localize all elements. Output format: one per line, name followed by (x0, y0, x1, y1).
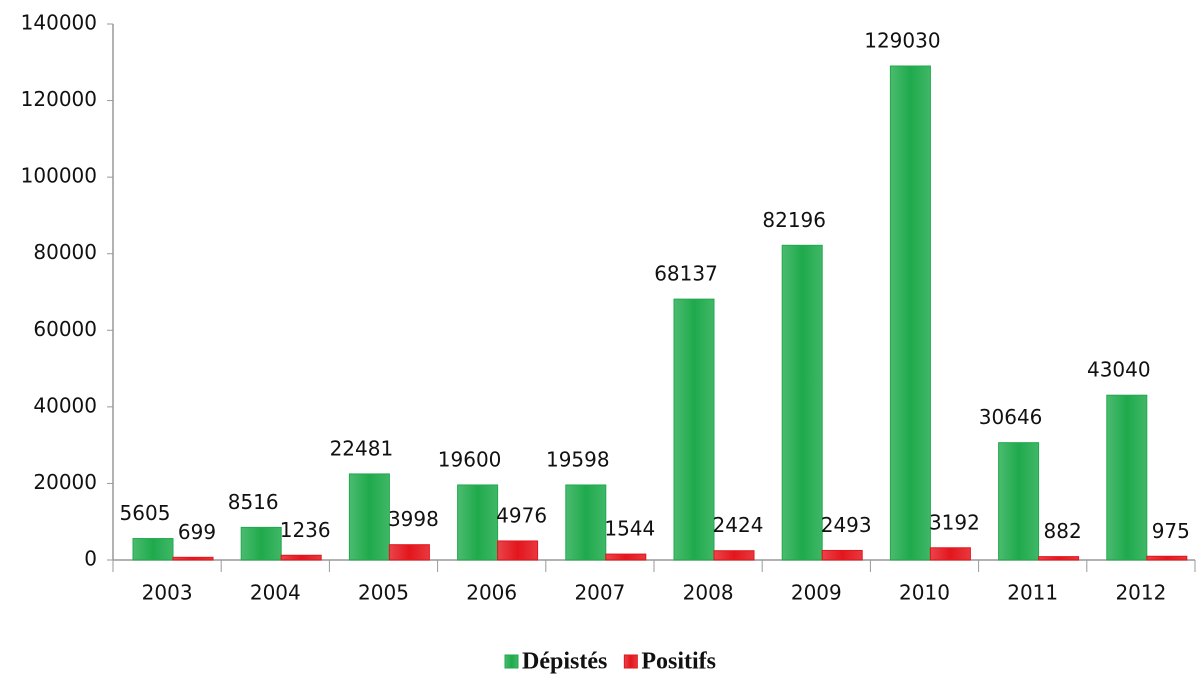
legend-label: Dépistés (522, 649, 607, 675)
bar (240, 526, 282, 561)
data-label: 975 (1152, 519, 1190, 543)
bar (1146, 555, 1188, 561)
bar (280, 554, 322, 561)
bar (388, 544, 430, 561)
legend-label: Positifs (641, 649, 716, 675)
data-label: 2424 (713, 513, 764, 537)
y-tick-label: 40000 (33, 393, 97, 417)
data-label: 82196 (762, 208, 826, 232)
data-label: 3192 (929, 510, 980, 534)
data-label: 1236 (280, 518, 331, 542)
legend: Dépistés Positifs (504, 649, 716, 675)
legend-swatch (623, 654, 638, 669)
bar (457, 484, 499, 561)
bar (998, 442, 1040, 561)
data-label: 8516 (228, 490, 279, 514)
y-tick-label: 20000 (33, 470, 97, 494)
legend-swatch (504, 654, 519, 669)
x-tick-label: 2012 (1115, 581, 1166, 605)
bar (713, 550, 755, 561)
bar (781, 244, 823, 561)
data-label: 5605 (120, 501, 171, 525)
bar (673, 298, 715, 561)
y-tick-label: 0 (84, 547, 97, 571)
x-tick-label: 2011 (1007, 581, 1058, 605)
data-label: 2493 (821, 513, 872, 537)
data-label: 129030 (864, 28, 940, 52)
bar (821, 549, 863, 561)
data-label: 882 (1044, 519, 1082, 543)
bar (172, 556, 214, 561)
x-tick-label: 2004 (250, 581, 301, 605)
x-tick-label: 2007 (574, 581, 625, 605)
data-label: 30646 (979, 405, 1043, 429)
x-tick-label: 2006 (466, 581, 517, 605)
data-label: 4976 (496, 503, 547, 527)
bar (348, 473, 390, 561)
y-tick-label: 100000 (21, 164, 97, 188)
bar (565, 484, 607, 561)
data-label: 3998 (388, 507, 439, 531)
bar (929, 547, 971, 561)
bar (1106, 394, 1148, 561)
x-tick-label: 2008 (683, 581, 734, 605)
data-label: 19598 (546, 447, 610, 471)
x-tick-label: 2009 (791, 581, 842, 605)
y-tick-label: 120000 (21, 87, 97, 111)
data-label: 1544 (604, 517, 655, 541)
bar (1038, 556, 1080, 561)
y-tick-label: 60000 (33, 317, 97, 341)
bar (497, 540, 539, 561)
bar (605, 553, 647, 561)
bar (132, 538, 174, 561)
data-label: 68137 (654, 262, 718, 286)
data-label: 43040 (1087, 358, 1151, 382)
x-tick-label: 2005 (358, 581, 409, 605)
y-tick-label: 140000 (21, 11, 97, 35)
data-label: 22481 (330, 436, 394, 460)
data-label: 19600 (438, 447, 502, 471)
x-tick-label: 2010 (899, 581, 950, 605)
bar (889, 65, 931, 561)
y-tick-label: 80000 (33, 240, 97, 264)
data-label: 699 (178, 520, 216, 544)
x-tick-label: 2003 (142, 581, 193, 605)
